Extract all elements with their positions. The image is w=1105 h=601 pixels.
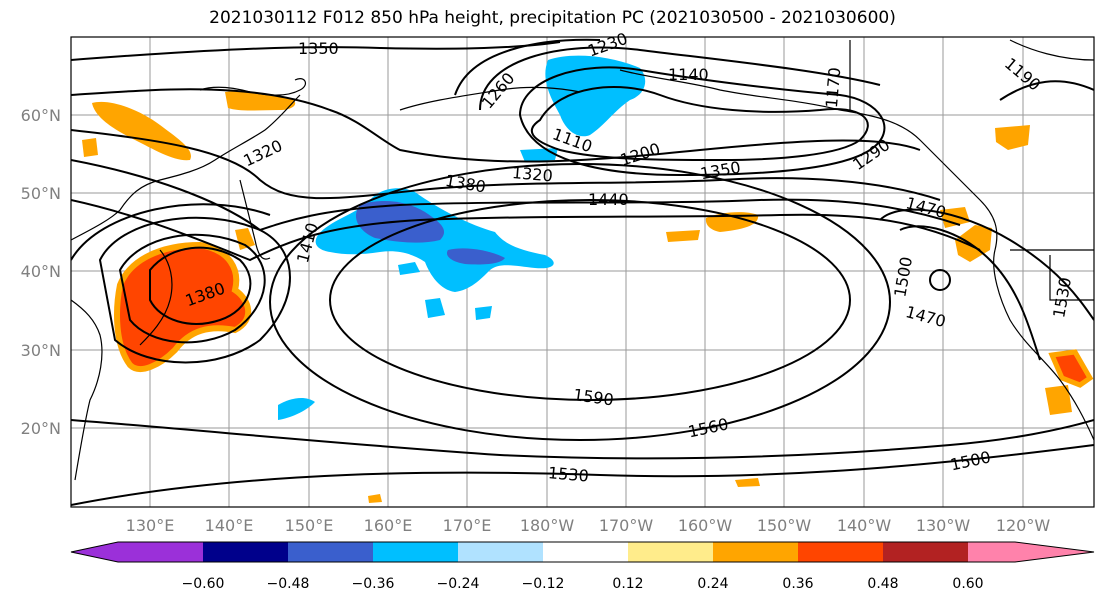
colorbar-extend-low <box>71 542 118 562</box>
colorbar-segment <box>203 542 288 562</box>
lon-label: 160°E <box>364 516 413 535</box>
colorbar-tick: −0.24 <box>437 576 480 592</box>
colorbar-tick: −0.12 <box>522 576 565 592</box>
colorbar <box>70 541 1095 563</box>
lon-label: 140°W <box>837 516 892 535</box>
colorbar-tick: 0.12 <box>612 576 643 592</box>
positive-precip-areas <box>82 91 1094 503</box>
colorbar-tick: −0.48 <box>267 576 310 592</box>
contour-label: 1350 <box>298 39 339 58</box>
colorbar-tick: 0.60 <box>952 576 983 592</box>
colorbar-tick: −0.60 <box>182 576 225 592</box>
lon-label: 130°W <box>916 516 971 535</box>
lat-label: 50°N <box>21 184 61 203</box>
latitude-labels: 60°N 50°N 40°N 30°N 20°N <box>21 106 61 438</box>
colorbar-tick: 0.48 <box>867 576 898 592</box>
contour-label: 1530 <box>547 463 589 485</box>
contour-label: 1440 <box>588 190 629 209</box>
colorbar-segment <box>373 542 458 562</box>
lon-label: 150°W <box>757 516 812 535</box>
colorbar-segment <box>118 542 203 562</box>
height-contours <box>71 38 1094 506</box>
contour-label: 1170 <box>822 67 844 109</box>
lon-label: 120°W <box>996 516 1051 535</box>
lon-label: 180°W <box>520 516 575 535</box>
map-frame <box>70 36 1095 508</box>
longitude-labels: 130°E 140°E 150°E 160°E 170°E 180°W 170°… <box>126 516 1051 535</box>
colorbar-tick: 0.36 <box>782 576 813 592</box>
colorbar-segment <box>628 542 713 562</box>
map-title: 2021030112 F012 850 hPa height, precipit… <box>209 8 896 28</box>
lat-label: 40°N <box>21 262 61 281</box>
lat-label: 20°N <box>21 419 61 438</box>
colorbar-ticks: −0.60 −0.48 −0.36 −0.24 −0.12 0.12 0.24 … <box>182 576 984 592</box>
lon-label: 170°E <box>443 516 492 535</box>
colorbar-tick: −0.36 <box>352 576 395 592</box>
lon-label: 150°E <box>285 516 334 535</box>
lon-label: 170°W <box>599 516 654 535</box>
lon-label: 130°E <box>126 516 175 535</box>
lat-label: 60°N <box>21 106 61 125</box>
lon-label: 140°E <box>205 516 254 535</box>
colorbar-segment <box>968 542 1015 562</box>
contour-label: 1320 <box>511 163 553 185</box>
lon-label: 160°W <box>678 516 733 535</box>
colorbar-segment <box>288 542 373 562</box>
colorbar-extend-high <box>1015 542 1094 562</box>
colorbar-segment <box>543 542 628 562</box>
lat-label: 30°N <box>21 341 61 360</box>
colorbar-tick: 0.24 <box>697 576 728 592</box>
colorbar-segment <box>798 542 883 562</box>
colorbar-segment <box>883 542 968 562</box>
colorbar-segment <box>713 542 798 562</box>
colorbar-segment <box>458 542 543 562</box>
contour-label: 1140 <box>668 65 709 84</box>
